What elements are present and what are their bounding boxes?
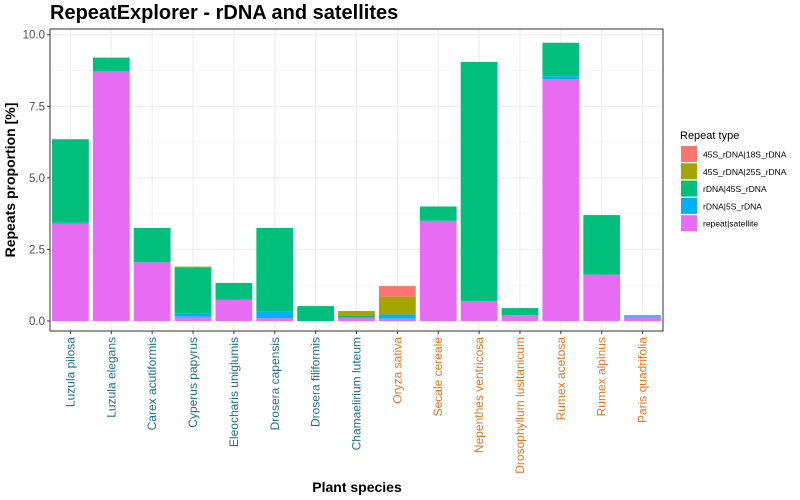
bar-segment [174,316,212,321]
chart-title: RepeatExplorer - rDNA and satellites [50,2,398,24]
bar-segment [52,223,89,321]
y-tick-label: 10.0 [23,30,45,42]
y-tick-label: 2.5 [29,244,45,256]
y-tick-label: 0.0 [29,316,45,328]
x-tick-label: Chamaelirium luteum [350,337,364,450]
bar-segment [419,220,457,321]
bar-segment [378,286,416,297]
bar-segment [133,227,171,263]
bar-segment [583,215,621,275]
x-tick-label: Cyperus papyrus [186,337,200,428]
bar-segment [378,314,416,319]
x-tick-label: Drosera capensis [268,337,282,430]
legend: Repeat type 45S_rDNA|18S_rDNA 45S_rDNA|25S… [680,130,787,232]
legend-swatch [681,163,697,180]
legend-swatch [681,197,697,214]
bar-segment [460,300,498,321]
bar-segment [215,282,253,300]
bar-segment [92,57,130,72]
legend-swatch [681,215,697,232]
bar-segment [215,299,253,321]
x-tick-label: Luzula pilosa [63,337,77,407]
legend-title: Repeat type [680,130,739,142]
x-tick-label: Drosera filiformis [309,337,323,427]
bar-segment [460,61,498,301]
bar-segment [133,262,171,321]
x-tick-label: Drosophyllum lusitanicum [513,337,527,474]
bar-segment [378,318,416,321]
bar-segment [52,222,89,224]
legend-label: rDNA|45S_rDNA [703,184,767,194]
bar-segment [92,71,130,321]
bar-segment [297,306,335,321]
legend-label: 45S_rDNA|18S_rDNA [703,150,787,160]
bar-segment [624,315,661,317]
x-tick-label: Paris quadrifolia [636,337,650,423]
bar-segment [174,268,212,314]
legend-swatch [681,146,697,162]
bar-segment [583,274,621,321]
x-tick-label: Carex acutiformis [145,337,159,430]
legend-label: rDNA|5S_rDNA [703,201,762,211]
legend-swatch [681,180,697,197]
bar-segment [174,313,212,317]
x-tick-label: Oryza sativa [390,337,404,404]
bar-segment [542,42,580,77]
bar-segment [624,316,661,321]
bar-segment [256,318,294,321]
legend-label: 45S_rDNA|25S_rDNA [703,167,787,177]
bar-segment [338,317,375,321]
bar-segment [542,79,580,321]
x-tick-label: Nepenthes ventricosa [472,337,486,453]
x-axis-title: Plant species [312,479,402,495]
legend-label: repeat|satellite [703,219,758,229]
bar-segment [256,227,294,312]
bar-segment [378,296,416,315]
bar-segment [501,308,539,316]
bar-segment [542,76,580,80]
y-tick-label: 5.0 [29,173,45,185]
bar-segment [501,315,539,321]
bar-segment [338,310,375,316]
x-tick-label: Luzula elegans [104,337,118,418]
y-tick-label: 7.5 [29,101,45,113]
x-tick-label: Rumex alpinus [595,337,609,416]
bar-segment [174,266,212,269]
x-tick-label: Eleocharis uniglumis [227,337,241,447]
bar-segment [338,315,375,318]
y-axis-title: Repeats proportion [%] [2,103,18,258]
bar-segment [419,206,457,221]
bar-segment [256,311,294,319]
x-tick-label: Secale cereale [431,337,445,417]
x-tick-label: Rumex acetosa [554,337,568,421]
bar-segment [52,139,89,223]
